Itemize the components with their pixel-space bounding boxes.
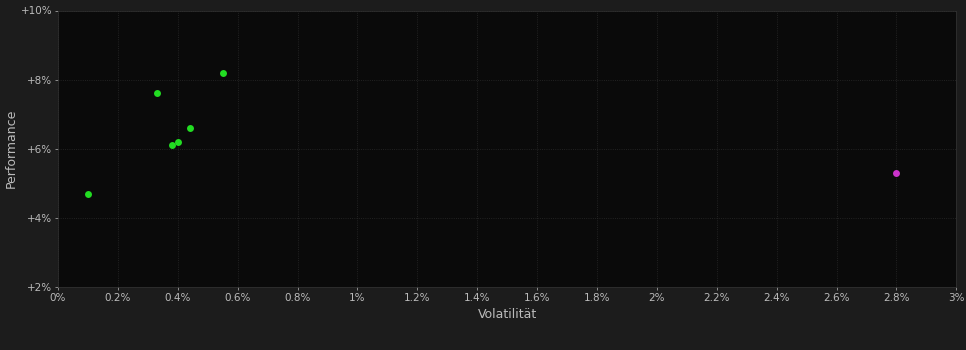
- Point: [170, 139, 185, 145]
- X-axis label: Volatilität: Volatilität: [477, 308, 537, 321]
- Point: [182, 125, 197, 131]
- Y-axis label: Performance: Performance: [5, 109, 18, 188]
- Point: [80, 191, 96, 196]
- Point: [215, 70, 231, 76]
- Point: [149, 91, 164, 96]
- Point: [889, 170, 904, 176]
- Point: [164, 142, 180, 148]
